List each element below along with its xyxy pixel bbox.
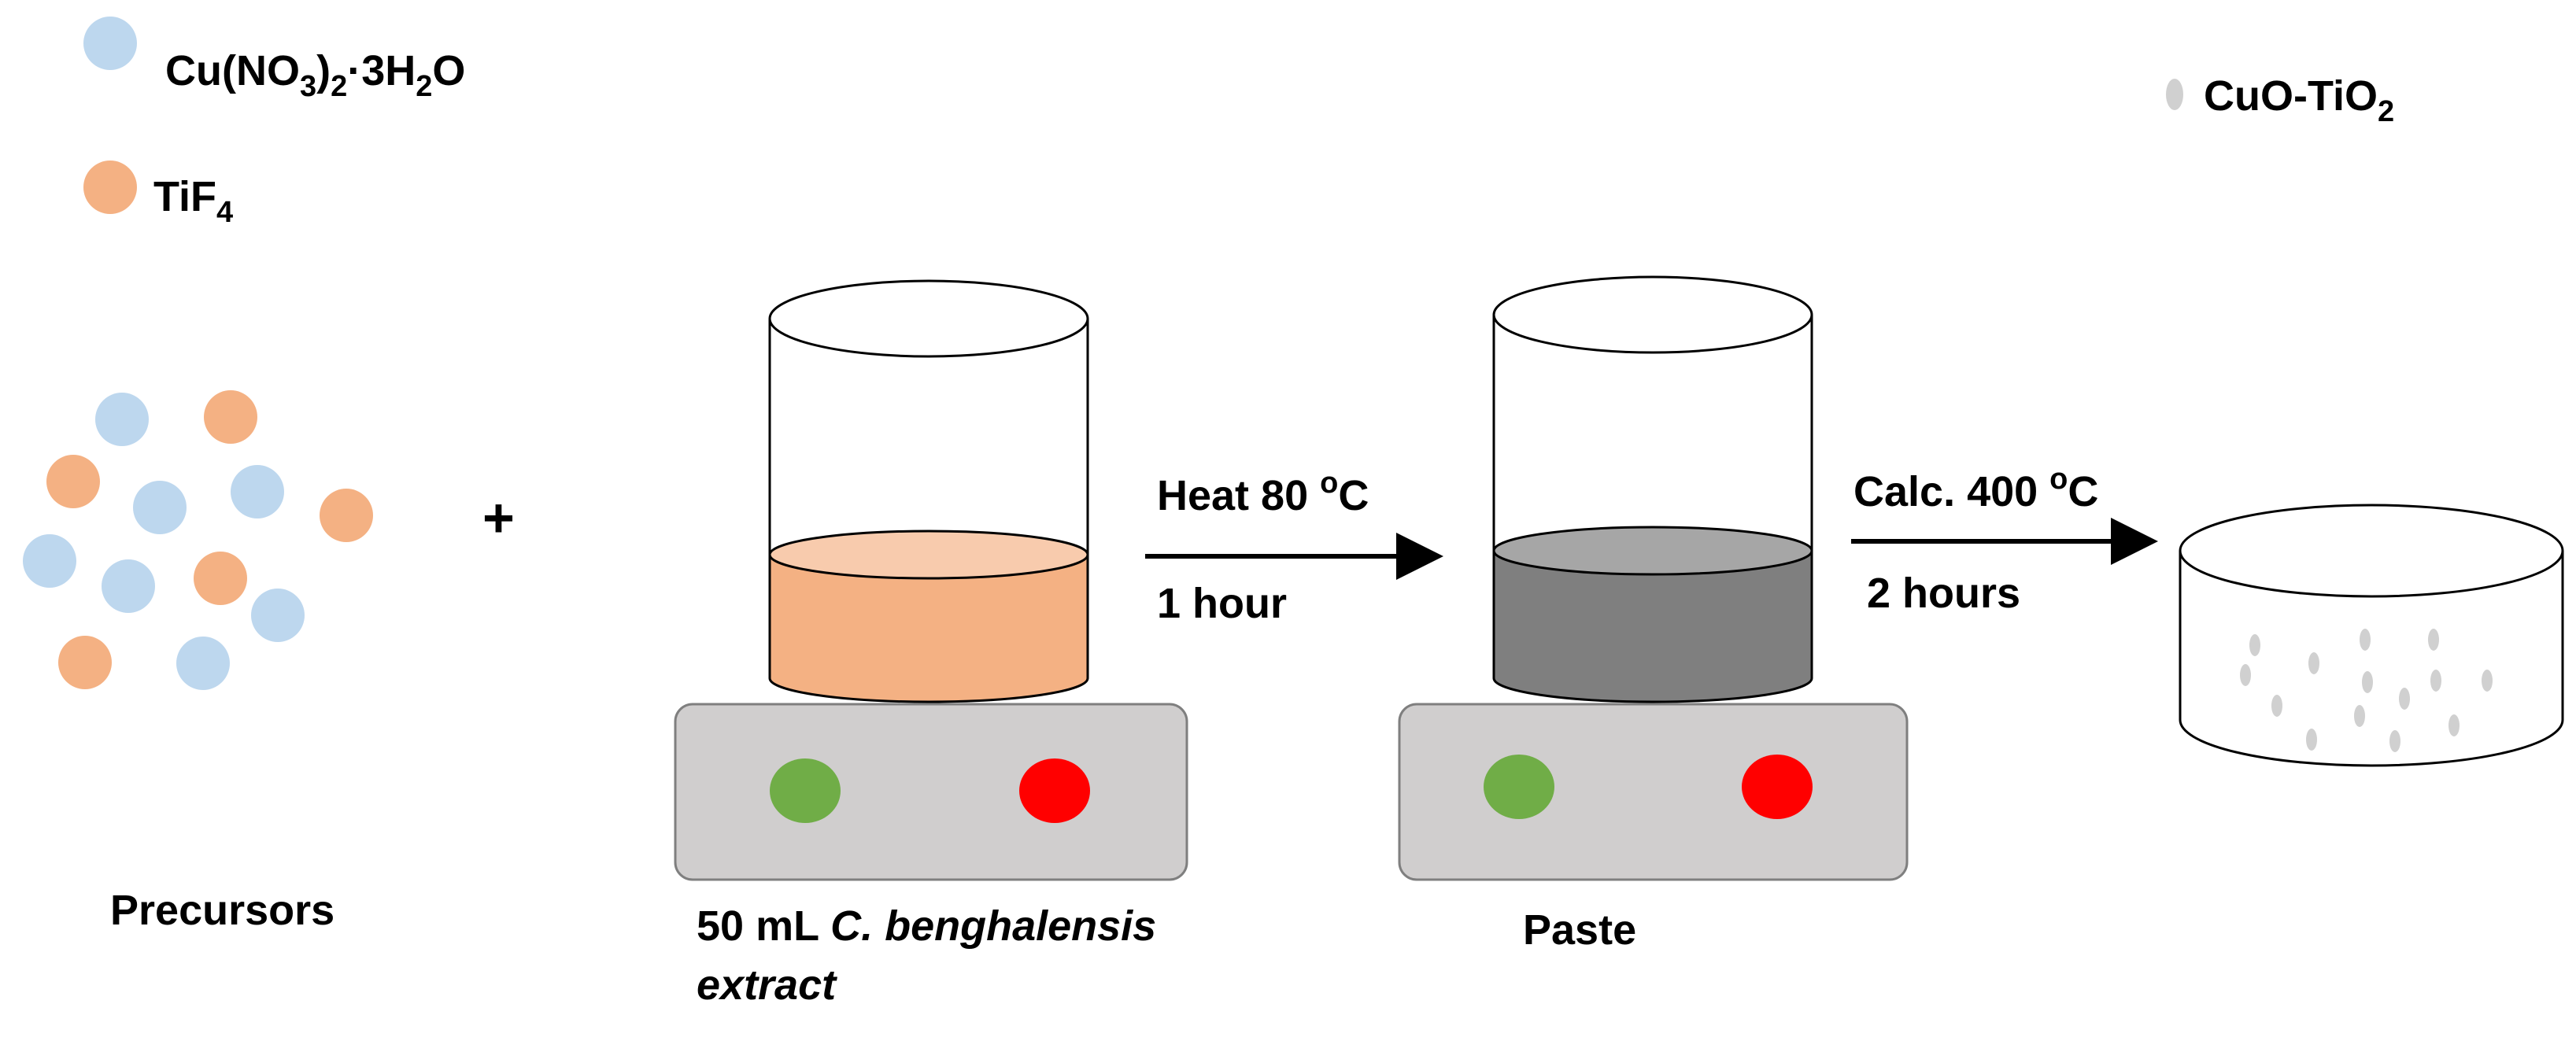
hotplate-1 — [674, 703, 1188, 881]
tif4-legend-label: TiF4 — [153, 173, 233, 229]
cuo-tio2-particle — [2249, 634, 2260, 656]
cuo-tio2-particles — [2240, 629, 2493, 752]
beaker-2 — [1492, 275, 1813, 703]
cu-particle — [176, 637, 230, 690]
cu-particle — [231, 465, 284, 518]
cu-nitrate-legend-label: Cu(NO3)2·3H2O — [165, 47, 465, 103]
beaker-1-rim — [768, 279, 1089, 358]
cuo-tio2-particle — [2389, 730, 2400, 752]
cu-particle — [102, 559, 155, 613]
ti-particle — [46, 455, 100, 508]
cuo-tio2-particle — [2354, 705, 2365, 727]
legend-cu-nitrate: Cu(NO3)2·3H2O — [83, 17, 465, 103]
cuo-tio2-particle — [2482, 670, 2493, 692]
legend-cuo-tio2: CuO-TiO2 — [2166, 72, 2394, 128]
cuo-tio2-particle — [2362, 671, 2373, 693]
hotplate-body — [1398, 703, 1909, 881]
cuo-tio2-particle — [2428, 629, 2439, 651]
step2-vessel-label: Paste — [1523, 906, 1636, 954]
hotplate-green-knob — [770, 758, 841, 823]
beaker-1-liquid-surface — [768, 530, 1089, 580]
cu-particle — [95, 393, 149, 446]
cu-nitrate-legend-dot — [83, 17, 137, 70]
beaker-1-liquid — [768, 553, 1089, 703]
cuo-tio2-particle — [2399, 688, 2410, 710]
cuo-tio2-particle — [2271, 695, 2282, 717]
precursors-label: Precursors — [110, 887, 334, 934]
cuo-tio2-particle — [2360, 629, 2371, 651]
ti-particle — [320, 489, 373, 542]
hotplate-body — [674, 703, 1188, 881]
cuo-tio2-particle — [2240, 664, 2251, 686]
hotplate-2 — [1398, 703, 1909, 881]
cuo-tio2-particle — [2308, 652, 2319, 674]
step2-condition: Calc. 400 oC — [1853, 463, 2098, 515]
cuo-tio2-particle — [2306, 729, 2317, 751]
tif4-legend-dot — [83, 161, 137, 214]
beaker-2-rim — [1492, 275, 1813, 354]
step1-duration: 1 hour — [1157, 580, 1287, 627]
beaker-2-liquid — [1492, 549, 1813, 703]
cu-particle — [251, 589, 305, 642]
hotplate-red-knob — [1742, 755, 1813, 819]
cuo-tio2-particle — [2448, 714, 2460, 736]
cu-particle — [23, 534, 76, 588]
crucible-rim — [2179, 504, 2564, 598]
plus-sign: + — [482, 487, 515, 548]
cuo-tio2-legend-dot — [2166, 79, 2183, 110]
beaker-2-liquid-surface — [1492, 526, 1813, 576]
step1-vessel-label-line2: extract — [697, 961, 837, 1009]
step2-duration: 2 hours — [1867, 570, 2020, 617]
ti-particle — [58, 636, 112, 689]
hotplate-red-knob — [1019, 758, 1090, 823]
ti-particle — [194, 552, 247, 605]
ti-particle — [204, 390, 257, 444]
step1-vessel-label: 50 mL C. benghalensis — [697, 902, 1156, 950]
crucible — [2179, 504, 2564, 767]
precursor-particles — [23, 390, 373, 690]
hotplate-green-knob — [1484, 755, 1554, 819]
cuo-tio2-particle — [2430, 670, 2441, 692]
cuo-tio2-legend-label: CuO-TiO2 — [2204, 72, 2394, 128]
beaker-1 — [768, 279, 1089, 703]
step1-condition: Heat 80 oC — [1157, 467, 1369, 519]
legend-tif4: TiF4 — [83, 161, 233, 229]
cu-particle — [133, 481, 187, 534]
